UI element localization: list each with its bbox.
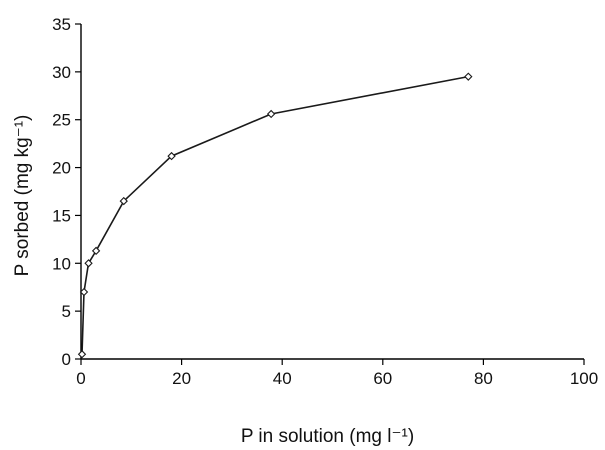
- series-markers: [77, 72, 473, 359]
- x-tick-label: 40: [273, 369, 292, 388]
- y-tick-label: 35: [52, 15, 71, 34]
- y-tick-label: 30: [52, 63, 71, 82]
- y-tick-label: 5: [62, 302, 71, 321]
- y-tick-label: 15: [52, 206, 71, 225]
- data-point-marker: [167, 151, 176, 161]
- x-axis-ticks: 0 20 40 60 80 100: [76, 359, 598, 388]
- x-tick-label: 0: [76, 369, 85, 388]
- x-tick-label: 80: [474, 369, 493, 388]
- y-axis-ticks: 0 5 10 15 20 25 30 35: [52, 15, 81, 369]
- data-point-marker: [84, 259, 93, 268]
- x-tick-label: 100: [570, 369, 598, 388]
- x-tick-label: 20: [172, 369, 191, 388]
- y-tick-label: 25: [52, 111, 71, 130]
- data-point-marker: [91, 246, 101, 256]
- y-axis-title: P sorbed (mg kg⁻¹): [12, 115, 33, 277]
- y-tick-label: 20: [52, 159, 71, 178]
- data-point-marker: [77, 350, 87, 359]
- y-tick-label: 10: [52, 254, 71, 273]
- y-tick-label: 0: [62, 350, 71, 369]
- x-tick-label: 60: [373, 369, 392, 388]
- series-line: [81, 75, 469, 355]
- data-point-marker: [119, 196, 128, 206]
- data-point-marker: [464, 72, 473, 81]
- x-axis-title: P in solution (mg l⁻¹): [241, 426, 414, 447]
- data-point-marker: [79, 287, 89, 297]
- data-point-marker: [266, 109, 276, 119]
